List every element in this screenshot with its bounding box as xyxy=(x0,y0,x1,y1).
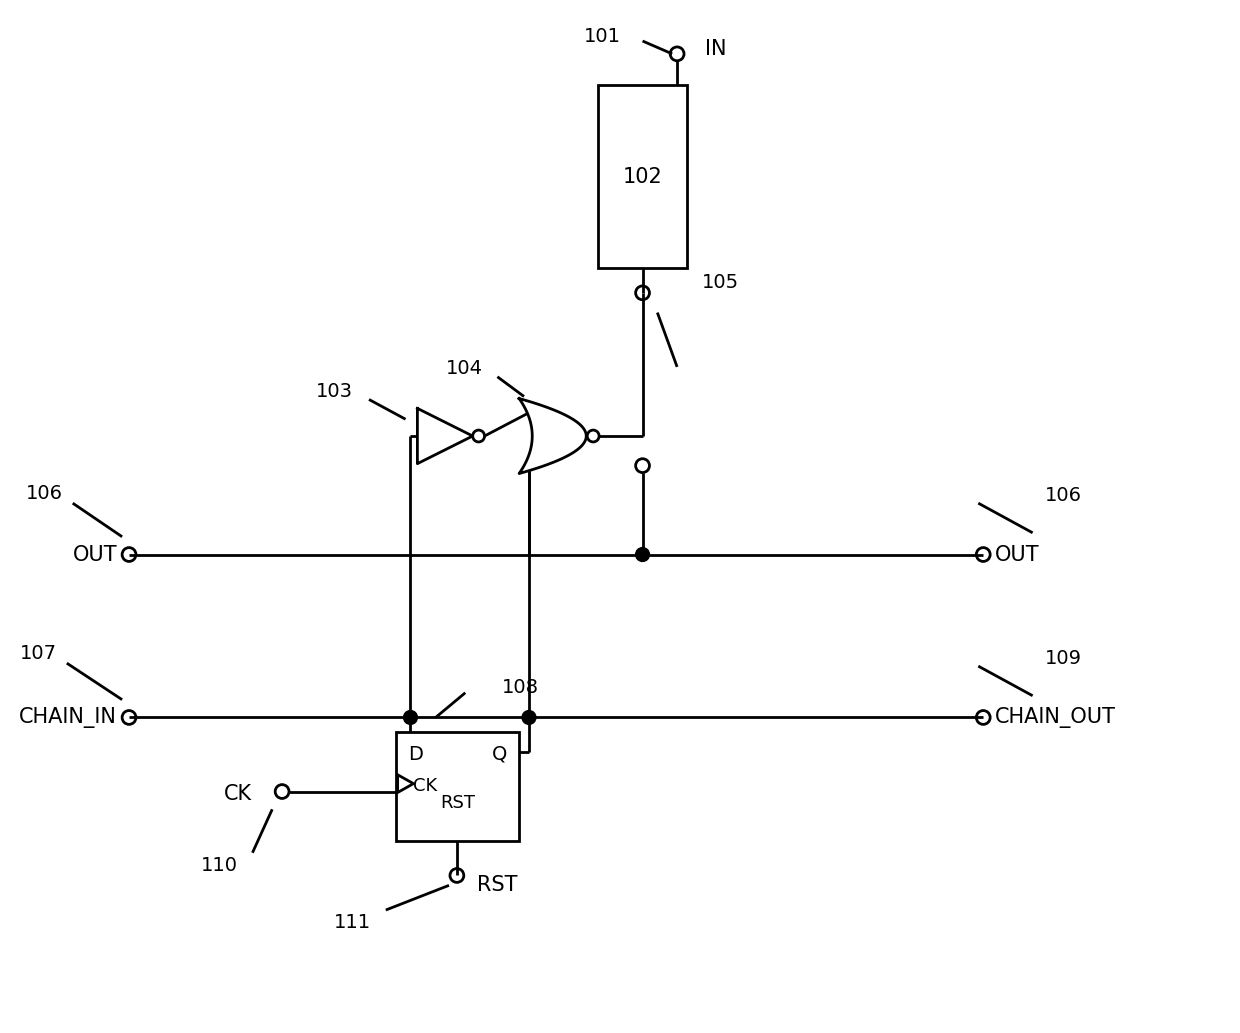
Text: 110: 110 xyxy=(201,856,238,875)
Circle shape xyxy=(403,711,418,724)
Circle shape xyxy=(522,711,536,724)
Text: OUT: OUT xyxy=(994,544,1039,564)
Text: D: D xyxy=(408,745,423,763)
Circle shape xyxy=(636,547,650,561)
Text: 108: 108 xyxy=(502,679,539,697)
Text: IN: IN xyxy=(704,39,727,59)
Bar xyxy=(396,732,520,841)
Text: 111: 111 xyxy=(334,913,371,933)
Polygon shape xyxy=(418,408,472,464)
Text: 106: 106 xyxy=(26,483,63,503)
Text: CK: CK xyxy=(413,777,438,794)
Text: CHAIN_IN: CHAIN_IN xyxy=(20,707,118,728)
Text: CK: CK xyxy=(224,784,253,805)
Text: OUT: OUT xyxy=(73,544,118,564)
Text: RST: RST xyxy=(476,875,517,896)
Text: 104: 104 xyxy=(445,359,482,378)
Text: 103: 103 xyxy=(316,382,353,401)
Text: RST: RST xyxy=(440,794,475,812)
Polygon shape xyxy=(520,399,587,473)
Text: 101: 101 xyxy=(584,27,621,45)
Text: CHAIN_OUT: CHAIN_OUT xyxy=(994,707,1116,728)
Text: 105: 105 xyxy=(702,274,739,292)
Text: Q: Q xyxy=(492,745,507,763)
Text: 102: 102 xyxy=(622,166,662,187)
Text: 107: 107 xyxy=(20,644,57,663)
Text: 109: 109 xyxy=(1044,649,1081,667)
Bar xyxy=(598,86,687,269)
Text: 106: 106 xyxy=(1044,486,1081,505)
